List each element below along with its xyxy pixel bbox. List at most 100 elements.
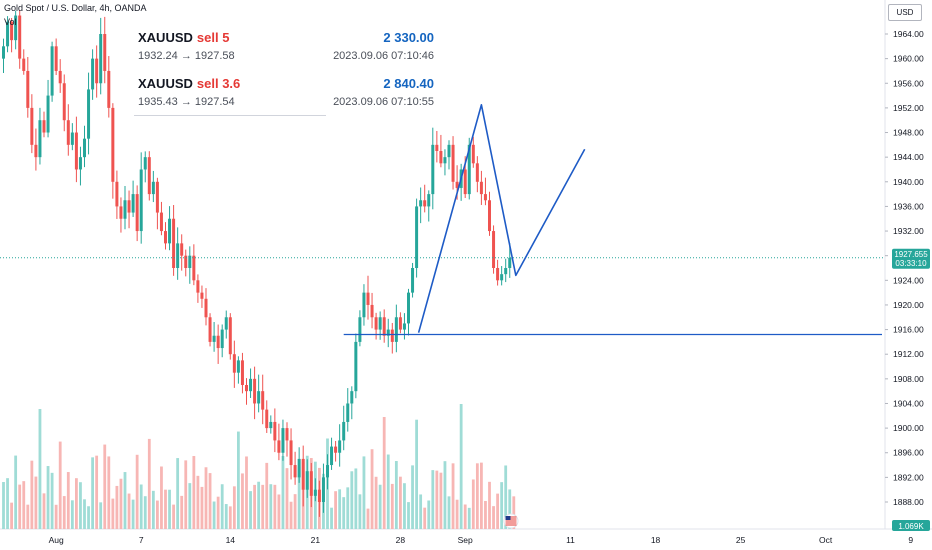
candle-body — [192, 255, 196, 281]
volume-bar — [439, 472, 443, 529]
trade-separator — [134, 115, 326, 116]
volume-bar — [480, 462, 483, 529]
volume-bar — [66, 472, 70, 529]
candle-body — [188, 255, 192, 268]
volume-bar — [151, 490, 155, 529]
volume-bar — [455, 499, 459, 529]
volume-bar — [160, 466, 163, 529]
volume-bar — [334, 491, 337, 529]
volume-bar — [26, 504, 30, 529]
volume-bar — [135, 454, 139, 529]
y-tick-label: 1896.00 — [893, 448, 924, 458]
volume-bar — [451, 463, 455, 529]
candle-body — [111, 107, 115, 182]
candle-body — [220, 329, 224, 349]
volume-bar — [504, 465, 508, 529]
volume-bar — [22, 481, 26, 529]
price-tag-value: 1927.655 — [894, 250, 928, 259]
volume-bar — [277, 494, 281, 529]
candle-body — [164, 231, 167, 244]
volume-bar — [273, 484, 277, 529]
currency-button[interactable]: USD — [888, 4, 922, 21]
volume-indicator-label[interactable]: Vol — [4, 17, 17, 27]
y-tick-label: 1952.00 — [893, 103, 924, 113]
volume-bar — [431, 470, 435, 529]
candle-body — [253, 378, 257, 404]
candle-body — [123, 200, 127, 219]
volume-bar — [42, 493, 46, 529]
volume-bar — [131, 499, 135, 529]
candle-body — [257, 391, 261, 404]
candle-body — [378, 317, 382, 330]
candle-body — [127, 200, 131, 213]
volume-bar — [423, 507, 427, 529]
volume-tag-box — [892, 520, 930, 531]
trade-action: sell 5 — [196, 30, 230, 45]
volume-bar — [281, 455, 285, 529]
volume-bar — [366, 508, 370, 529]
volume-bar — [54, 504, 58, 529]
volume-bar — [196, 475, 200, 529]
candle-body — [228, 317, 232, 355]
volume-bar — [188, 483, 192, 529]
candle-body — [326, 465, 329, 478]
y-tick-label: 1920.00 — [893, 300, 924, 310]
volume-bar — [212, 501, 216, 529]
volume-bar — [95, 455, 99, 529]
candle-body — [483, 194, 487, 201]
candle-body — [419, 200, 423, 207]
candle-body — [236, 360, 240, 373]
trade-time: 2023.09.06 07:10:46 — [333, 50, 434, 62]
candle-body — [22, 58, 26, 71]
volume-bar — [350, 471, 354, 529]
y-tick-label: 1960.00 — [893, 54, 924, 64]
y-tick-label: 1924.00 — [893, 275, 924, 285]
candle-body — [463, 169, 467, 195]
volume-bar — [261, 484, 265, 529]
candle-body — [18, 15, 22, 59]
y-tick-label: 1892.00 — [893, 472, 924, 482]
candle-body — [273, 421, 277, 441]
volume-bar — [38, 409, 42, 529]
candle-body — [212, 335, 216, 342]
x-tick-label: 11 — [566, 535, 575, 545]
volume-bar — [249, 491, 252, 529]
volume-bar — [394, 461, 398, 529]
candle-body — [443, 157, 447, 164]
y-tick-label: 1936.00 — [893, 201, 924, 211]
volume-bar — [370, 449, 374, 529]
candle-body — [289, 440, 293, 466]
volume-bar — [79, 482, 82, 529]
volume-bar — [463, 504, 467, 529]
volume-bar — [200, 486, 204, 529]
candle-body — [471, 144, 475, 164]
volume-bar — [62, 496, 66, 529]
trade-prices: 1932.24 → 1927.58 — [138, 50, 235, 62]
y-tick-label: 1904.00 — [893, 398, 924, 408]
candle-body — [451, 144, 455, 182]
candle-body — [180, 243, 184, 256]
volume-bar — [184, 460, 188, 529]
x-tick-label: 18 — [651, 535, 661, 545]
candle-body — [447, 144, 451, 158]
trade-amount: 2 840.40 — [383, 76, 434, 91]
volume-bar — [354, 468, 358, 529]
candle-body — [6, 21, 10, 47]
trade-symbol: XAUUSD — [138, 76, 193, 91]
candle-body — [54, 46, 58, 71]
volume-bar — [471, 479, 475, 529]
volume-bar — [180, 495, 184, 529]
pattern-drawing[interactable] — [417, 104, 586, 333]
volume-bar — [265, 462, 269, 529]
candle-body — [338, 440, 342, 453]
candle-body — [147, 157, 151, 195]
candle-body — [305, 471, 309, 490]
candle-body — [398, 317, 402, 330]
volume-bar — [172, 504, 175, 529]
candle-body — [30, 107, 34, 145]
candle-body — [2, 46, 5, 59]
volume-bar — [475, 463, 479, 529]
volume-bar — [330, 507, 333, 529]
y-tick-label: 1948.00 — [893, 128, 924, 138]
